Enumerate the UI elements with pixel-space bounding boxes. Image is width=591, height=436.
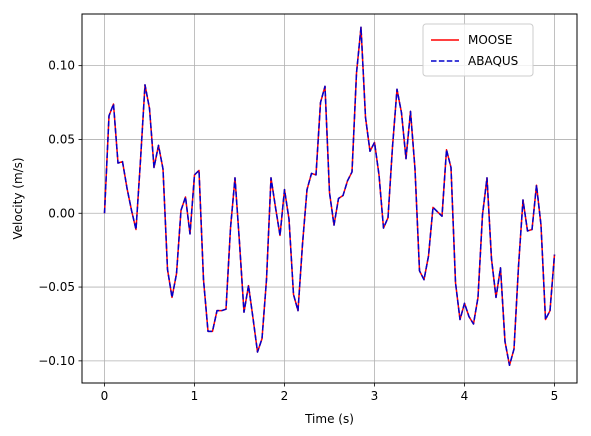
y-axis-label: Velocity (m/s) — [11, 157, 25, 239]
legend-box — [422, 23, 534, 77]
y-tick-label: 0.00 — [48, 206, 75, 220]
legend: MOOSE ABAQUS — [422, 23, 534, 77]
x-tick-label: 0 — [101, 389, 109, 403]
x-tick-label: 4 — [461, 389, 469, 403]
x-tick-label: 1 — [191, 389, 199, 403]
tick-layer: 0 1 2 3 4 5 −0.10 −0.05 0.00 0.05 0.10 — [38, 59, 558, 403]
y-tick-label: −0.05 — [38, 280, 75, 294]
x-tick-label: 3 — [371, 389, 379, 403]
y-tick-label: −0.10 — [38, 354, 75, 368]
y-tick-label: 0.10 — [48, 59, 75, 73]
legend-label-moose: MOOSE — [468, 33, 512, 47]
series-line-abaqus — [103, 26, 556, 367]
legend-label-abaqus: ABAQUS — [468, 54, 518, 68]
x-tick-label: 5 — [551, 389, 559, 403]
series-layer — [103, 26, 556, 367]
x-tick-label: 2 — [281, 389, 289, 403]
plot-frame — [81, 13, 578, 384]
x-axis-label: Time (s) — [304, 412, 354, 426]
y-tick-label: 0.05 — [48, 132, 75, 146]
